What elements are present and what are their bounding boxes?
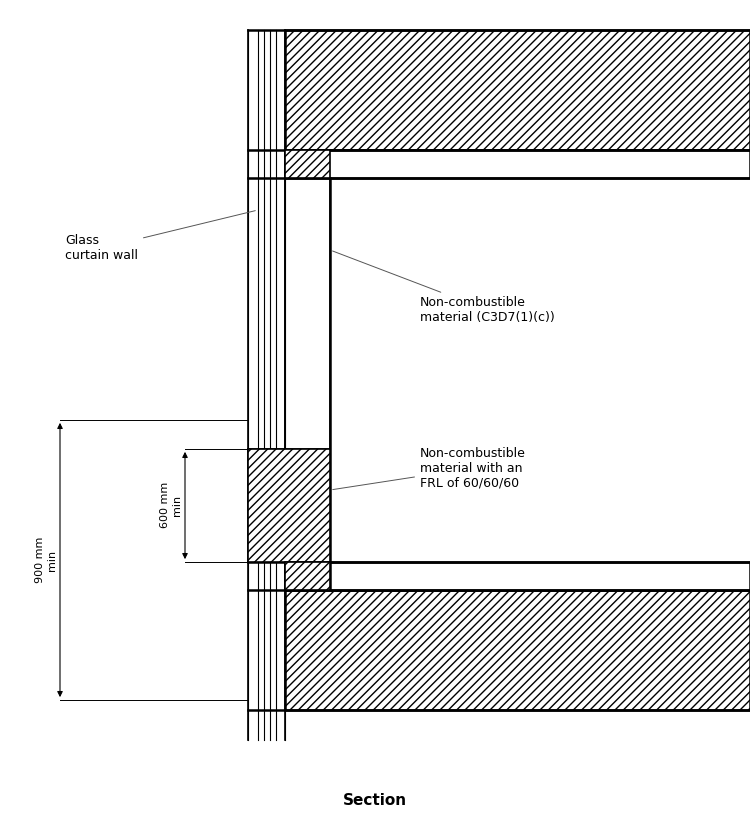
Bar: [285, 178, 330, 562]
Text: Non-combustible
material with an
FRL of 60/60/60: Non-combustible material with an FRL of …: [333, 446, 526, 490]
Bar: [285, 150, 750, 178]
Bar: [285, 30, 750, 150]
Bar: [248, 449, 330, 562]
Text: Non-combustible
material (C3D7(1)(c)): Non-combustible material (C3D7(1)(c)): [332, 251, 555, 324]
Text: Glass
curtain wall: Glass curtain wall: [65, 210, 255, 262]
Bar: [285, 150, 330, 178]
Text: Section: Section: [343, 792, 407, 807]
Bar: [285, 562, 330, 590]
Bar: [285, 562, 750, 590]
Text: 600 mm
min: 600 mm min: [160, 482, 182, 528]
Text: 900 mm
min: 900 mm min: [35, 537, 57, 583]
Bar: [285, 590, 750, 710]
